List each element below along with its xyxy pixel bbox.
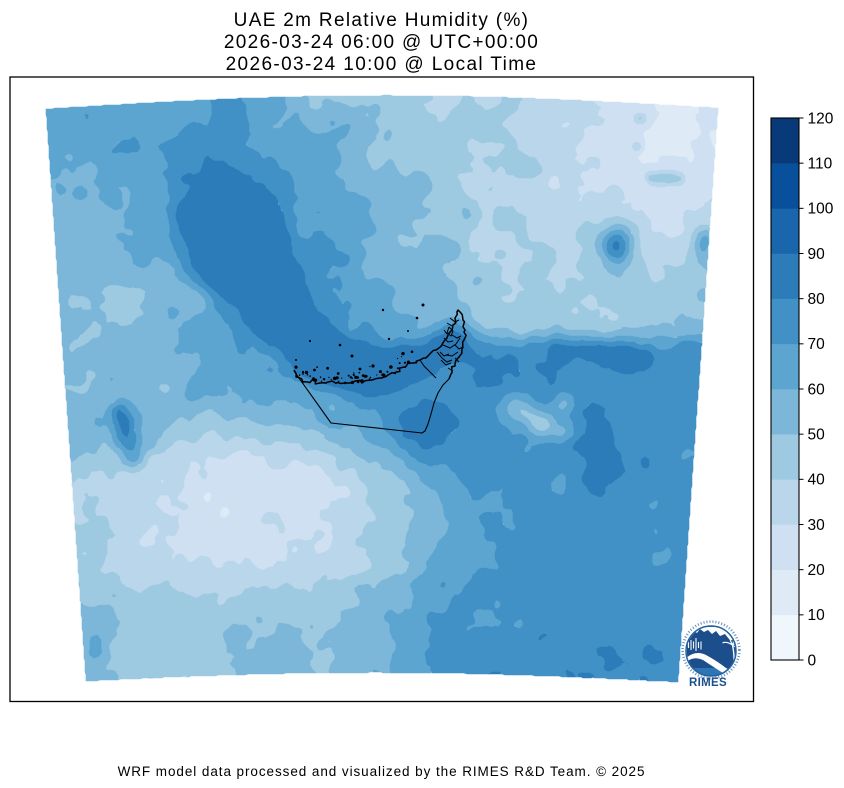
- svg-text:80: 80: [808, 291, 826, 308]
- svg-text:30: 30: [808, 517, 826, 534]
- svg-text:70: 70: [808, 336, 826, 353]
- svg-text:40: 40: [808, 472, 826, 489]
- svg-text:100: 100: [808, 201, 834, 218]
- svg-text:WRF model data processed and v: WRF model data processed and visualized …: [118, 764, 646, 779]
- svg-text:RIMES: RIMES: [689, 677, 727, 689]
- svg-text:110: 110: [808, 156, 833, 173]
- svg-text:50: 50: [808, 427, 826, 444]
- svg-text:0: 0: [808, 652, 817, 669]
- svg-text:90: 90: [808, 246, 826, 263]
- svg-text:10: 10: [808, 607, 826, 624]
- svg-text:120: 120: [808, 110, 834, 127]
- svg-text:2026-03-24 06:00 @ UTC+00:00: 2026-03-24 06:00 @ UTC+00:00: [224, 32, 539, 53]
- svg-text:UAE 2m Relative Humidity (%): UAE 2m Relative Humidity (%): [234, 10, 530, 31]
- svg-text:2026-03-24 10:00 @ Local Time: 2026-03-24 10:00 @ Local Time: [226, 54, 538, 75]
- svg-text:20: 20: [808, 562, 826, 579]
- svg-text:60: 60: [808, 381, 826, 398]
